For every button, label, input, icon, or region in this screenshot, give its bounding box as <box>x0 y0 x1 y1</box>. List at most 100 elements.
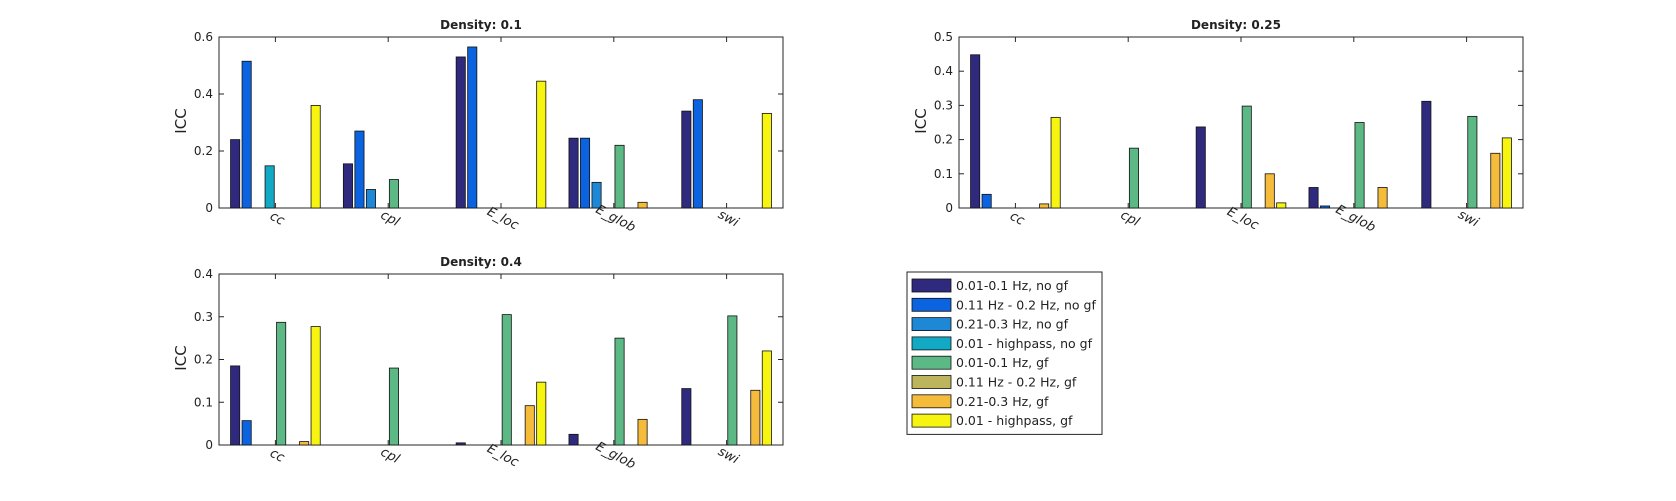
bar-e-loc-series-5 <box>501 314 512 446</box>
chart-density-0-25: Density: 0.25 ICC 0 0.1 0.2 0.3 0.4 0.5 cc cpl E… <box>912 18 1524 236</box>
bar-e-glob-series-3 <box>591 181 602 209</box>
bar-cc-series-1 <box>230 365 241 446</box>
x-tick-label: cc <box>267 209 287 229</box>
bar-swi-series-5 <box>1467 115 1478 209</box>
y-axis-label: ICC <box>172 108 190 133</box>
x-tick-label: swi <box>715 444 741 467</box>
legend-label: 0.11 Hz - 0.2 Hz, no gf <box>956 297 1096 312</box>
bar-e-glob-series-7 <box>637 418 648 446</box>
legend-label: 0.11 Hz - 0.2 Hz, gf <box>956 375 1077 390</box>
x-tick-label: cpl <box>378 208 402 230</box>
chart-title: Density: 0.1 <box>440 18 522 32</box>
legend-swatch <box>911 394 952 409</box>
bar-cc-series-2 <box>981 193 992 209</box>
bar-cc-series-2 <box>241 420 252 446</box>
chart-title: Density: 0.4 <box>440 255 522 269</box>
y-tick-label: 0.4 <box>194 267 213 281</box>
legend-label: 0.01 - highpass, no gf <box>956 336 1093 351</box>
y-tick-label: 0.3 <box>934 98 953 112</box>
bar-cc-series-1 <box>230 139 241 209</box>
bar-e-glob-series-7 <box>1377 187 1388 209</box>
x-tick-label: swi <box>715 207 741 230</box>
bar-e-loc-series-8 <box>1276 202 1287 209</box>
y-tick-label: 0.1 <box>194 395 213 409</box>
axes-box <box>958 36 1524 209</box>
bar-swi-series-8 <box>761 350 772 446</box>
bar-e-glob-series-7 <box>637 201 648 209</box>
legend: 0.01-0.1 Hz, no gf 0.11 Hz - 0.2 Hz, no g… <box>906 271 1103 435</box>
bar-cc-series-5 <box>276 321 287 446</box>
x-tick-label: cc <box>1007 209 1027 229</box>
bar-cpl-series-5 <box>388 367 399 446</box>
y-tick-label: 0.5 <box>934 30 953 44</box>
plot-area: 00.10.20.30.40.5cc cpl E_loc E_glob swi <box>934 30 1524 236</box>
bar-swi-series-1 <box>681 110 692 209</box>
bar-e-loc-series-7 <box>1264 173 1275 209</box>
plot-area: 00.10.20.30.4cc cpl E_loc E_glob swi <box>194 267 784 473</box>
bar-e-loc-series-8 <box>536 381 547 446</box>
y-tick-label: 0 <box>205 201 213 215</box>
bar-swi-series-5 <box>727 315 738 446</box>
chart-density-0-4: Density: 0.4 ICC 0 0.1 0.2 0.3 0.4 cc cpl E_loc… <box>172 255 784 473</box>
bar-cpl-series-1 <box>342 163 353 209</box>
bar-e-glob-series-1 <box>568 433 579 446</box>
legend-swatch <box>911 297 952 312</box>
bar-cc-series-7 <box>1039 203 1050 209</box>
bar-cpl-series-5 <box>1128 147 1139 209</box>
bar-e-glob-series-5 <box>1354 122 1365 209</box>
y-tick-label: 0.6 <box>194 30 213 44</box>
legend-swatch <box>911 317 952 332</box>
x-tick-label: cc <box>267 446 287 466</box>
bar-e-loc-series-2 <box>467 46 478 209</box>
bar-cpl-series-2 <box>354 130 365 209</box>
bar-cc-series-1 <box>970 54 981 209</box>
bar-e-glob-series-2 <box>580 137 591 209</box>
bar-swi-series-2 <box>692 99 703 209</box>
bar-e-glob-series-2 <box>1320 205 1331 209</box>
bar-e-glob-series-5 <box>614 337 625 446</box>
y-tick-label: 0.1 <box>934 167 953 181</box>
legend-label: 0.01-0.1 Hz, gf <box>956 355 1049 370</box>
bar-e-loc-series-5 <box>1241 105 1252 209</box>
bar-swi-series-8 <box>1501 137 1512 209</box>
chart-title: Density: 0.25 <box>1191 18 1281 32</box>
y-tick-label: 0.3 <box>194 310 213 324</box>
legend-swatch <box>911 375 952 389</box>
y-axis-label: ICC <box>172 345 190 370</box>
bar-cc-series-8 <box>310 326 321 446</box>
y-tick-label: 0.4 <box>194 87 213 101</box>
legend-swatch <box>911 355 952 370</box>
bar-e-loc-series-8 <box>536 80 547 209</box>
x-tick-label: E_loc <box>484 441 521 470</box>
bar-cpl-series-3 <box>365 189 376 209</box>
bar-swi-series-1 <box>1421 100 1432 209</box>
legend-label: 0.21-0.3 Hz, no gf <box>956 317 1069 332</box>
y-axis-label: ICC <box>912 108 930 133</box>
bar-e-glob-series-1 <box>568 137 579 209</box>
bar-cpl-series-5 <box>388 179 399 209</box>
bar-e-loc-series-1 <box>455 442 466 446</box>
legend-label: 0.21-0.3 Hz, gf <box>956 394 1049 409</box>
legend-swatch <box>911 336 952 351</box>
x-tick-label: cpl <box>378 445 402 467</box>
bar-swi-series-7 <box>1490 152 1501 209</box>
legend-swatch <box>911 278 952 293</box>
bar-e-loc-series-1 <box>455 56 466 209</box>
y-tick-label: 0.2 <box>194 144 213 158</box>
y-tick-label: 0 <box>945 201 953 215</box>
axes-box <box>218 273 784 446</box>
y-tick-label: 0.4 <box>934 64 953 78</box>
bar-cc-series-7 <box>299 441 310 446</box>
bar-cc-series-8 <box>1050 116 1061 209</box>
x-tick-label: E_loc <box>1224 204 1261 233</box>
bar-e-glob-series-5 <box>614 144 625 209</box>
y-tick-label: 0.2 <box>934 133 953 147</box>
x-tick-label: E_loc <box>484 204 521 233</box>
plot-area: 00.20.40.6cc cpl E_loc E_glob swi <box>194 30 784 236</box>
legend-label: 0.01-0.1 Hz, no gf <box>956 278 1069 293</box>
bar-e-glob-series-1 <box>1308 187 1319 209</box>
bar-cc-series-8 <box>310 105 321 209</box>
bar-e-loc-series-7 <box>524 405 535 446</box>
bar-e-loc-series-1 <box>1195 126 1206 209</box>
